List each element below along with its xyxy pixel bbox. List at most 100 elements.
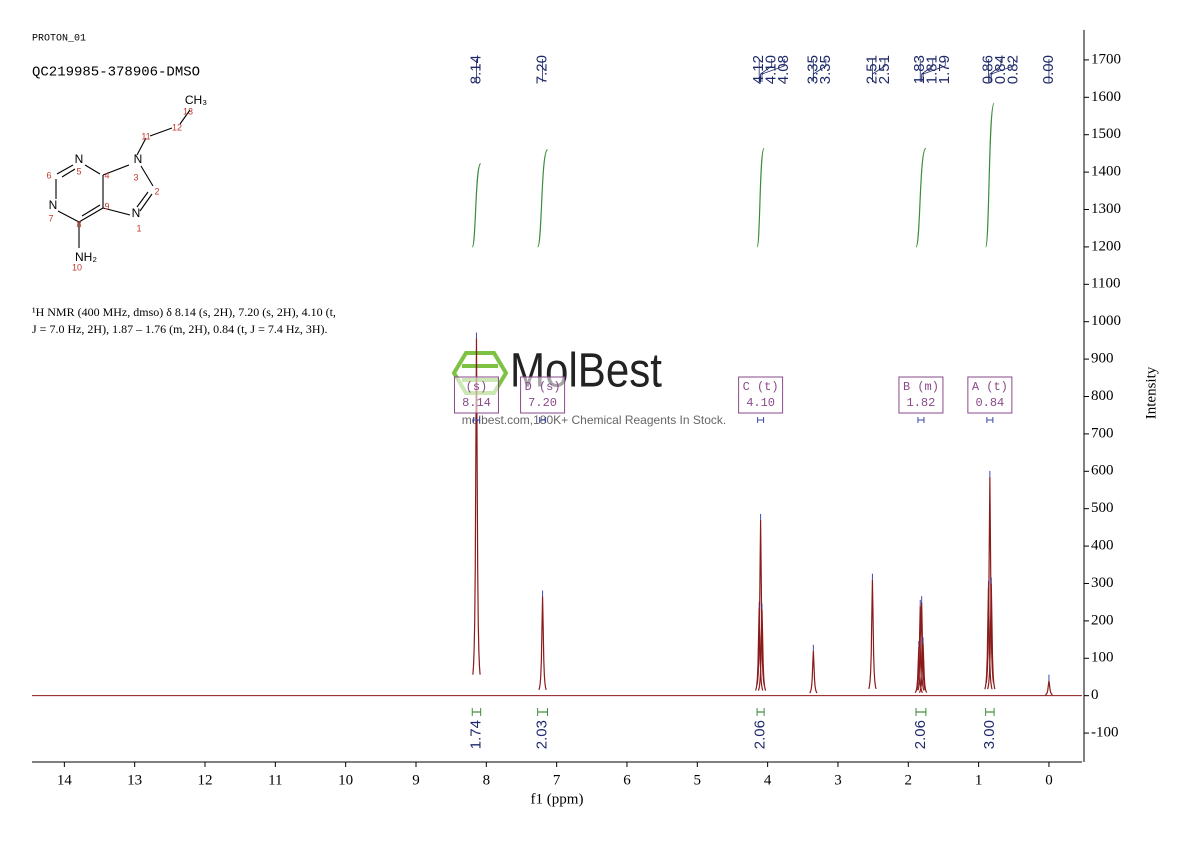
x-tick-label: 0 [1045,772,1053,788]
peak-label: 0.82 [1004,55,1021,84]
x-axis-label: f1 (ppm) [531,791,584,807]
x-tick-label: 5 [694,772,702,788]
spectrum-plot: 14 13 12 11 10 9 8 7 6 5 4 3 2 1 0-1000100200300400500… [32,30,1159,807]
multiplet-shift: 7.20 [528,396,557,410]
bond [102,207,131,216]
peak-label: 4.08 [775,55,792,84]
multiplet-shift: 1.82 [907,396,936,410]
atom-number: 11 [141,131,150,141]
y-tick-label: 1200 [1091,238,1121,254]
peak [918,643,928,693]
multiplet-range [472,417,480,423]
multiplet-shift: 8.14 [462,396,491,410]
peak [472,338,481,675]
atom-label: N [75,152,84,166]
peak [1045,680,1053,696]
multiplet-range [539,417,547,423]
peak-label: 1.81 [924,55,941,84]
watermark-tagline: molbest.com,180K+ Chemical Reagents In S… [462,413,726,427]
bond [84,164,101,175]
peak-leader [812,59,827,82]
y-tick-label: 200 [1091,612,1114,628]
y-tick-label: 0 [1091,687,1099,703]
peak-label: 4.10 [763,55,780,84]
multiplet-name: D (s) [525,380,561,394]
peak-label: 2.51 [863,55,880,84]
y-axis-label: Intensity [1143,366,1159,419]
y-tick-label: 1000 [1091,313,1121,329]
integral-label: 1.74 [467,720,484,749]
integral-label: 3.00 [981,720,998,749]
integral-label: 2.03 [534,720,551,749]
multiplet-shift: 0.84 [975,396,1004,410]
y-tick-label: 600 [1091,463,1114,479]
peak-label: 0.86 [979,55,996,84]
peak-label: 7.20 [534,55,551,84]
atom-number: 13 [183,106,193,116]
integral-label: 2.06 [752,720,769,749]
multiplet-box [967,376,1013,414]
x-tick-label: 2 [905,772,913,788]
peak [756,519,765,686]
atom-number: 4 [104,170,109,180]
peak-leader [761,59,785,82]
sample-name: QC219985-378906-DMSO [32,65,200,81]
multiplet-box [453,376,499,414]
integral-label: 2.06 [912,720,929,749]
atom-number: 6 [46,170,51,180]
y-tick-label: 700 [1091,425,1114,441]
multiplet-name: A (t) [972,380,1008,394]
peak [538,596,547,690]
x-tick-label: 8 [483,772,491,788]
peak-label: 4.12 [750,55,767,84]
peak-leader [760,59,773,82]
atom-number: 2 [154,186,159,196]
bond [57,210,80,223]
x-tick-label: 3 [834,772,842,788]
y-tick-label: -100 [1091,725,1119,741]
atom-number: 1 [136,223,141,233]
bond [179,109,191,125]
atom-label: N [134,152,143,166]
multiplet-name: B (m) [903,380,939,394]
atom-number: 9 [104,201,109,211]
integral-curve [537,149,549,248]
atom-label: N [49,198,58,212]
peak-leader [989,59,1002,82]
y-tick-label: 800 [1091,388,1114,404]
bond [81,204,101,217]
x-tick-label: 13 [127,772,142,788]
x-tick-label: 12 [198,772,213,788]
peak-label: 3.35 [804,55,821,84]
integral-curve [756,147,765,248]
peak-label: 3.35 [817,55,834,84]
nmr-description: ¹H NMR (400 MHz, dmso) δ 8.14 (s, 2H), 7… [32,305,336,319]
bond [140,165,154,187]
peak-label: 0.00 [1040,55,1057,84]
x-tick-label: 10 [338,772,353,788]
peak-leader [872,59,886,82]
peak-label: 1.83 [911,55,928,84]
bond [78,207,104,223]
bond [136,137,147,156]
y-tick-label: 900 [1091,351,1114,367]
y-tick-label: 1600 [1091,89,1121,105]
structure [55,109,191,248]
bond [61,168,76,178]
x-tick-label: 6 [623,772,631,788]
y-tick-label: 1100 [1091,276,1120,292]
y-tick-label: 500 [1091,500,1114,516]
x-tick-label: 14 [57,772,73,788]
peak-leader [922,59,946,82]
bond [149,127,173,137]
y-tick-label: 100 [1091,650,1114,666]
atom-number: 8 [76,219,81,229]
peak-label: 8.14 [467,55,484,84]
multiplet-name: (s) [466,380,488,394]
atom-number: 12 [172,122,182,132]
nmr-description: J = 7.0 Hz, 2H), 1.87 – 1.76 (m, 2H), 0.… [32,322,328,336]
multiplet-range [917,417,925,423]
atom-number: 10 [72,262,82,272]
atom-number: 7 [48,213,53,223]
